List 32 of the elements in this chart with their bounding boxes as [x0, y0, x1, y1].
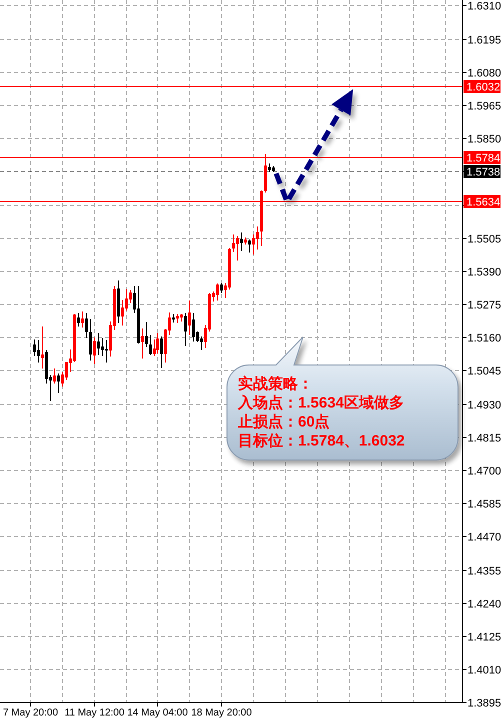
y-tick-label: 1.4700	[468, 465, 502, 478]
y-tick-label: 1.5160	[468, 332, 502, 344]
y-tick-label: 1.4125	[468, 631, 502, 644]
y-tick-label: 1.6080	[468, 67, 502, 80]
y-tick-label: 1.5850	[468, 133, 502, 146]
y-tick-label: 1.4355	[468, 565, 502, 578]
y-tick-label: 1.4010	[468, 664, 502, 676]
x-tick-label: 11 May 12:00	[64, 708, 124, 718]
ref-line-label: 1.5738	[464, 165, 500, 178]
y-tick-label: 1.5275	[468, 299, 502, 312]
ref-line-label: 1.5634	[464, 195, 500, 208]
y-tick-label: 1.5045	[468, 365, 502, 378]
x-tick-label: 7 May 20:00	[2, 708, 58, 718]
x-tick-label: 18 May 20:00	[191, 708, 252, 718]
y-tick-label: 1.4815	[468, 432, 502, 444]
annotation: 止损点：60点	[238, 413, 330, 430]
y-tick-label: 1.4585	[468, 498, 502, 510]
y-tick-label: 1.5390	[468, 266, 502, 278]
y-tick-label: 1.4240	[468, 598, 502, 610]
annotation: 目标位：1.5784、1.6032	[238, 432, 405, 450]
y-tick-label: 1.3895	[468, 697, 502, 710]
annotation: 入场点：1.5634区域做多	[238, 394, 404, 412]
ref-line-label: 1.5784	[464, 151, 500, 164]
y-tick-label: 1.5965	[468, 100, 502, 112]
y-tick-label: 1.4470	[468, 531, 502, 544]
y-tick-label: 1.5505	[468, 233, 502, 246]
y-tick-label: 1.6310	[468, 0, 502, 12]
y-tick-label: 1.4930	[468, 399, 502, 412]
x-tick-label: 14 May 04:00	[127, 708, 188, 718]
annotation: 实战策略：	[238, 375, 313, 392]
ref-line-label: 1.6032	[464, 80, 500, 94]
y-tick-label: 1.6195	[468, 34, 502, 46]
